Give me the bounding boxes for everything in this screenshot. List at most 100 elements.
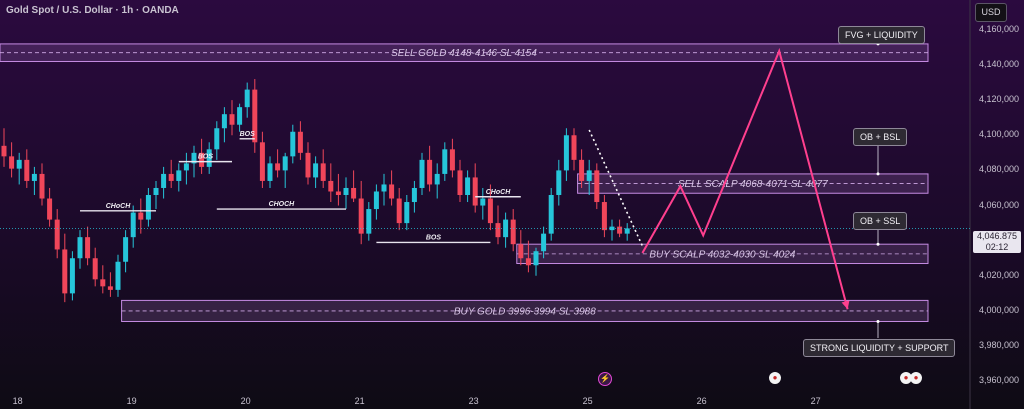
us-flag-icon[interactable]: ●	[769, 372, 781, 384]
candle	[199, 152, 205, 167]
y-tick-label: 4,060,000	[979, 199, 1020, 210]
candle	[313, 163, 319, 178]
candle	[267, 163, 273, 181]
candle	[525, 258, 531, 266]
zone-label: BUY SCALP 4032-4030 SL 4024	[649, 249, 795, 260]
candle	[191, 152, 197, 164]
candle	[54, 219, 60, 250]
candle	[624, 228, 630, 234]
candle	[130, 212, 136, 238]
candle	[548, 195, 554, 234]
y-tick-label: 4,160,000	[979, 23, 1020, 34]
callout-anchor-dot	[876, 172, 880, 176]
x-tick-label: 18	[12, 396, 23, 406]
candle	[237, 107, 243, 125]
y-tick-label: 4,080,000	[979, 164, 1020, 175]
candle	[373, 191, 379, 210]
structure-label: CHoCH	[486, 189, 511, 196]
candle	[396, 198, 402, 224]
candle	[115, 261, 121, 290]
candle	[366, 209, 372, 234]
candle-countdown: 02:12	[985, 242, 1009, 252]
chart-title: Gold Spot / U.S. Dollar · 1h · OANDA	[6, 5, 179, 16]
candle	[138, 212, 144, 220]
candle	[335, 191, 341, 195]
us-flag-icon[interactable]: ●	[910, 372, 922, 384]
lightning-event-icon[interactable]: ⚡	[598, 372, 612, 386]
candle	[16, 159, 22, 169]
x-tick-label: 27	[810, 396, 821, 406]
candle	[85, 237, 91, 259]
candle	[594, 170, 600, 203]
zone-label: BUY GOLD 3996-3994 SL 3988	[454, 306, 596, 317]
structure-label: CHOCH	[269, 201, 296, 208]
candle	[328, 180, 334, 192]
candle	[480, 198, 486, 206]
candle	[487, 198, 493, 224]
candle	[206, 149, 212, 167]
x-tick-label: 19	[126, 396, 137, 406]
candle	[183, 163, 189, 171]
candle	[617, 226, 623, 234]
x-tick-label: 26	[696, 396, 707, 406]
zone-label: SELL GOLD 4148-4146 SL 4154	[391, 48, 537, 59]
candle	[601, 202, 607, 231]
x-tick-label: 21	[354, 396, 365, 406]
callout-strong-liquidity-support: STRONG LIQUIDITY + SUPPORT	[803, 339, 956, 357]
candle	[214, 128, 220, 150]
candle	[411, 187, 417, 203]
candle	[381, 184, 387, 192]
candle	[465, 177, 471, 195]
candle	[297, 131, 303, 153]
candle	[533, 251, 539, 266]
candle	[427, 159, 433, 185]
projection-arrowhead	[841, 300, 850, 310]
candle	[252, 89, 258, 143]
callout-anchor-dot	[876, 319, 880, 323]
x-tick-label: 20	[240, 396, 251, 406]
candle	[579, 159, 585, 181]
candle	[320, 163, 326, 181]
us-flag-icon[interactable]: ●	[900, 372, 912, 384]
candle	[92, 258, 98, 280]
y-tick-label: 4,000,000	[979, 304, 1020, 315]
candle	[62, 249, 68, 294]
candle	[457, 170, 463, 195]
candle	[541, 233, 547, 252]
candle	[221, 114, 227, 129]
candle	[259, 142, 265, 181]
candle	[161, 173, 167, 188]
candle	[69, 258, 75, 294]
candle	[495, 223, 501, 238]
candle	[39, 173, 45, 199]
structure-label: BOS	[240, 131, 256, 138]
candle	[358, 198, 364, 234]
callout-anchor-dot	[876, 242, 880, 246]
current-price-tag: 4,046.875 02:12	[973, 231, 1021, 253]
candle	[47, 198, 53, 220]
candle	[419, 159, 425, 188]
candle	[449, 149, 455, 171]
candle	[31, 173, 37, 181]
candle	[145, 195, 151, 220]
currency-button[interactable]: USD	[975, 3, 1007, 22]
structure-label: BOS	[198, 154, 214, 161]
candle	[290, 131, 296, 157]
structure-label: BOS	[426, 234, 442, 241]
current-price: 4,046.875	[976, 231, 1018, 241]
x-tick-label: 25	[582, 396, 593, 406]
candle	[556, 170, 562, 195]
candle	[563, 135, 569, 171]
candle	[123, 237, 129, 262]
candle	[472, 177, 478, 206]
candle	[107, 286, 113, 290]
candle	[275, 163, 281, 171]
y-tick-label: 3,980,000	[979, 340, 1020, 351]
candle	[176, 170, 182, 181]
candle	[305, 152, 311, 178]
candle	[510, 219, 516, 245]
y-tick-label: 4,120,000	[979, 94, 1020, 105]
candle	[571, 135, 577, 160]
candle	[434, 173, 440, 185]
